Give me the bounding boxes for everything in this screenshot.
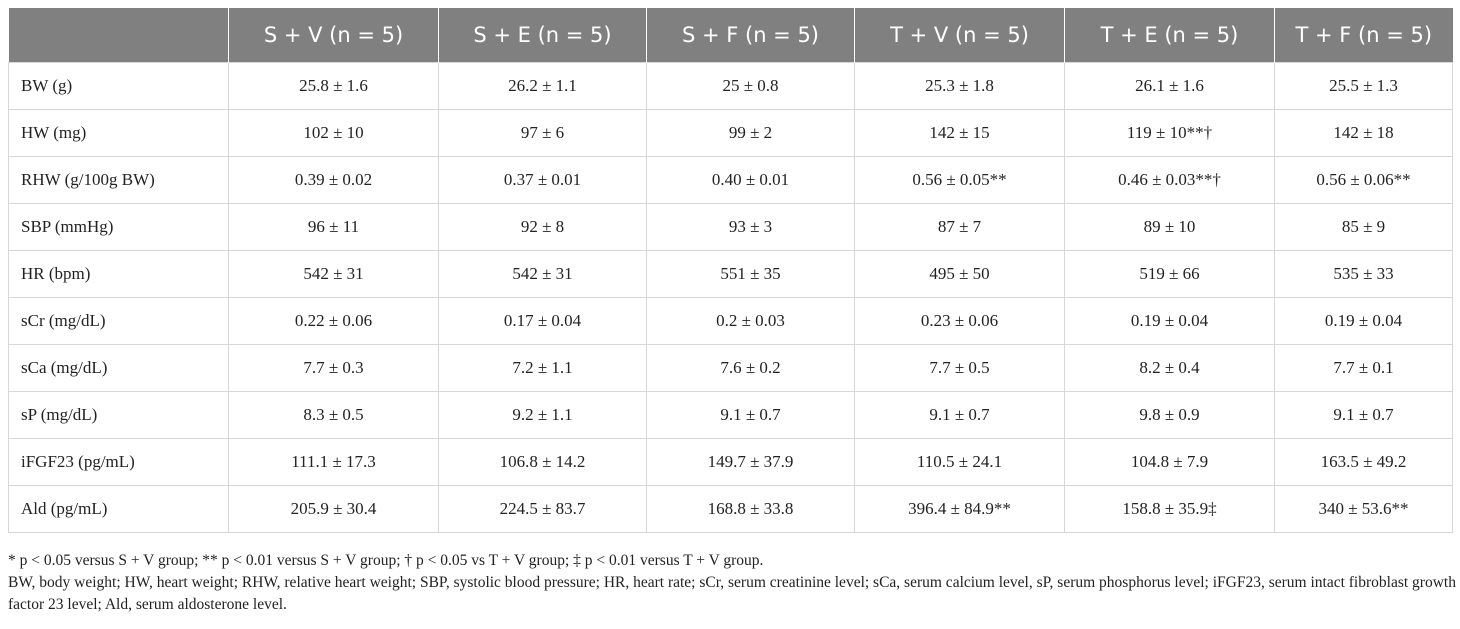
table-cell: 106.8 ± 14.2 xyxy=(438,438,647,486)
row-label: Ald (pg/mL) xyxy=(8,485,229,533)
table-cell: 495 ± 50 xyxy=(854,250,1065,298)
table-cell: 0.56 ± 0.06** xyxy=(1274,156,1453,204)
table-cell: 96 ± 11 xyxy=(228,203,439,251)
table-cell: 9.2 ± 1.1 xyxy=(438,391,647,439)
table-cell: 9.1 ± 0.7 xyxy=(1274,391,1453,439)
row-label: iFGF23 (pg/mL) xyxy=(8,438,229,486)
table-wrap: S + V (n = 5) S + E (n = 5) S + F (n = 5) T… xyxy=(8,8,1453,533)
table-cell: 168.8 ± 33.8 xyxy=(646,485,855,533)
table-row: HW (mg) 102 ± 10 97 ± 6 99 ± 2 142 ± 15 119 ±… xyxy=(8,109,1453,157)
table-cell: 158.8 ± 35.9‡ xyxy=(1064,485,1275,533)
table-cell: 519 ± 66 xyxy=(1064,250,1275,298)
table-cell: 9.8 ± 0.9 xyxy=(1064,391,1275,439)
column-header: T + E (n = 5) xyxy=(1064,8,1275,63)
table-cell: 7.2 ± 1.1 xyxy=(438,344,647,392)
table-cell: 0.56 ± 0.05** xyxy=(854,156,1065,204)
row-label: HW (mg) xyxy=(8,109,229,157)
row-label: sCa (mg/dL) xyxy=(8,344,229,392)
footnote: * p < 0.05 versus S + V group; ** p < 0.… xyxy=(8,552,764,569)
table-cell: 111.1 ± 17.3 xyxy=(228,438,439,486)
table-cell: 104.8 ± 7.9 xyxy=(1064,438,1275,486)
table-cell: 7.7 ± 0.5 xyxy=(854,344,1065,392)
table-cell: 163.5 ± 49.2 xyxy=(1274,438,1453,486)
table-row: iFGF23 (pg/mL) 111.1 ± 17.3 106.8 ± 14.2 14… xyxy=(8,438,1453,486)
table-cell: 205.9 ± 30.4 xyxy=(228,485,439,533)
table-cell: 542 ± 31 xyxy=(438,250,647,298)
table-row: Ald (pg/mL) 205.9 ± 30.4 224.5 ± 83.7 168.8… xyxy=(8,485,1453,533)
table-cell: 7.7 ± 0.1 xyxy=(1274,344,1453,392)
table-cell: 8.2 ± 0.4 xyxy=(1064,344,1275,392)
table-row: SBP (mmHg) 96 ± 11 92 ± 8 93 ± 3 87 ± 7 89 ± … xyxy=(8,203,1453,251)
column-header: S + E (n = 5) xyxy=(438,8,647,63)
table-cell: 0.39 ± 0.02 xyxy=(228,156,439,204)
column-header: S + F (n = 5) xyxy=(646,8,855,63)
table-cell: 93 ± 3 xyxy=(646,203,855,251)
table-cell: 142 ± 18 xyxy=(1274,109,1453,157)
table-cell: 25 ± 0.8 xyxy=(646,62,855,110)
table-cell: 92 ± 8 xyxy=(438,203,647,251)
table-row: HR (bpm) 542 ± 31 542 ± 31 551 ± 35 495 ± 50… xyxy=(8,250,1453,298)
row-label: RHW (g/100g BW) xyxy=(8,156,229,204)
table-cell: 0.19 ± 0.04 xyxy=(1274,297,1453,345)
table-cell: 119 ± 10**† xyxy=(1064,109,1275,157)
table-cell: 110.5 ± 24.1 xyxy=(854,438,1065,486)
table-cell: 535 ± 33 xyxy=(1274,250,1453,298)
table-cell: 0.17 ± 0.04 xyxy=(438,297,647,345)
table-cell: 551 ± 35 xyxy=(646,250,855,298)
table-row: RHW (g/100g BW) 0.39 ± 0.02 0.37 ± 0.01 0.4… xyxy=(8,156,1453,204)
row-label: SBP (mmHg) xyxy=(8,203,229,251)
footnote: BW, body weight; HW, heart weight; RHW, … xyxy=(8,574,1456,613)
table-cell: 0.23 ± 0.06 xyxy=(854,297,1065,345)
table-body: BW (g) 25.8 ± 1.6 26.2 ± 1.1 25 ± 0.8 25.3 ±… xyxy=(8,62,1453,533)
table-cell: 25.5 ± 1.3 xyxy=(1274,62,1453,110)
table-cell: 25.3 ± 1.8 xyxy=(854,62,1065,110)
table-row: BW (g) 25.8 ± 1.6 26.2 ± 1.1 25 ± 0.8 25.3 ±… xyxy=(8,62,1453,110)
table-head: S + V (n = 5) S + E (n = 5) S + F (n = 5) T… xyxy=(8,8,1453,63)
table-cell: 0.40 ± 0.01 xyxy=(646,156,855,204)
table-cell: 340 ± 53.6** xyxy=(1274,485,1453,533)
footnotes: * p < 0.05 versus S + V group; ** p < 0.… xyxy=(8,550,1456,616)
column-header: S + V (n = 5) xyxy=(228,8,439,63)
table-cell: 9.1 ± 0.7 xyxy=(646,391,855,439)
corner-cell xyxy=(8,8,229,63)
table-cell: 0.19 ± 0.04 xyxy=(1064,297,1275,345)
table-cell: 7.7 ± 0.3 xyxy=(228,344,439,392)
table-cell: 0.37 ± 0.01 xyxy=(438,156,647,204)
table-cell: 0.22 ± 0.06 xyxy=(228,297,439,345)
table-cell: 7.6 ± 0.2 xyxy=(646,344,855,392)
table-cell: 25.8 ± 1.6 xyxy=(228,62,439,110)
table-cell: 9.1 ± 0.7 xyxy=(854,391,1065,439)
table-cell: 102 ± 10 xyxy=(228,109,439,157)
column-header: T + F (n = 5) xyxy=(1274,8,1453,63)
table-cell: 142 ± 15 xyxy=(854,109,1065,157)
row-label: HR (bpm) xyxy=(8,250,229,298)
table-cell: 0.46 ± 0.03**† xyxy=(1064,156,1275,204)
table-cell: 224.5 ± 83.7 xyxy=(438,485,647,533)
table-cell: 99 ± 2 xyxy=(646,109,855,157)
table-cell: 87 ± 7 xyxy=(854,203,1065,251)
table-cell: 26.2 ± 1.1 xyxy=(438,62,647,110)
table-row: sCr (mg/dL) 0.22 ± 0.06 0.17 ± 0.04 0.2 ± 0… xyxy=(8,297,1453,345)
table-cell: 8.3 ± 0.5 xyxy=(228,391,439,439)
table-cell: 97 ± 6 xyxy=(438,109,647,157)
header-row: S + V (n = 5) S + E (n = 5) S + F (n = 5) T… xyxy=(8,8,1453,63)
table-cell: 89 ± 10 xyxy=(1064,203,1275,251)
row-label: BW (g) xyxy=(8,62,229,110)
table-cell: 0.2 ± 0.03 xyxy=(646,297,855,345)
table-cell: 542 ± 31 xyxy=(228,250,439,298)
row-label: sP (mg/dL) xyxy=(8,391,229,439)
data-table: S + V (n = 5) S + E (n = 5) S + F (n = 5) T… xyxy=(8,8,1453,533)
table-cell: 85 ± 9 xyxy=(1274,203,1453,251)
table-cell: 26.1 ± 1.6 xyxy=(1064,62,1275,110)
table-row: sCa (mg/dL) 7.7 ± 0.3 7.2 ± 1.1 7.6 ± 0.2 7.… xyxy=(8,344,1453,392)
table-cell: 149.7 ± 37.9 xyxy=(646,438,855,486)
table-cell: 396.4 ± 84.9** xyxy=(854,485,1065,533)
column-header: T + V (n = 5) xyxy=(854,8,1065,63)
table-row: sP (mg/dL) 8.3 ± 0.5 9.2 ± 1.1 9.1 ± 0.7 9.1… xyxy=(8,391,1453,439)
row-label: sCr (mg/dL) xyxy=(8,297,229,345)
